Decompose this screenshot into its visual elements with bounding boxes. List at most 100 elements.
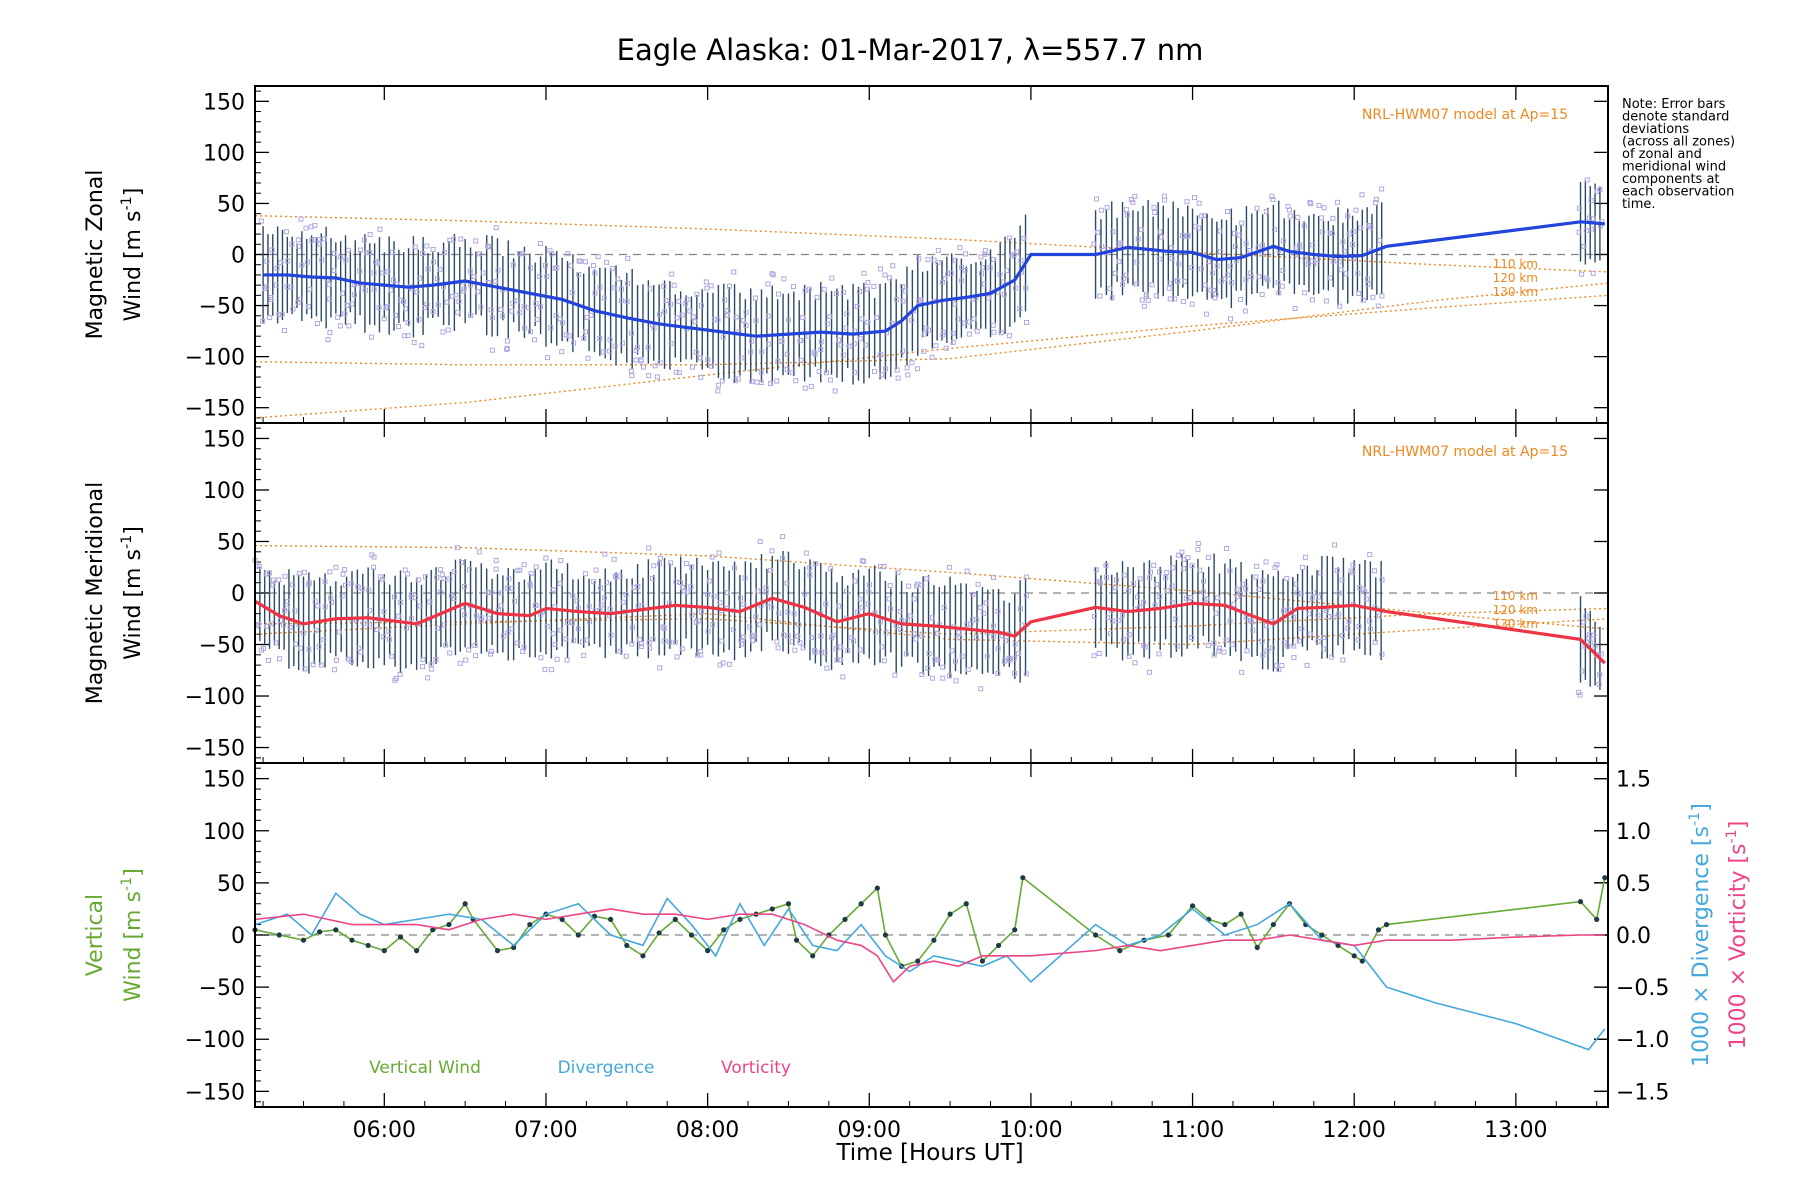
sample-point [581, 652, 587, 658]
sample-point [451, 596, 457, 602]
sample-point [1185, 555, 1191, 561]
sample-point [629, 641, 635, 647]
sample-point [998, 330, 1004, 336]
vertical-wind-point [810, 953, 816, 959]
sample-point [749, 632, 755, 638]
sample-point [1142, 644, 1148, 650]
sample-point [463, 657, 469, 663]
sample-point [824, 370, 830, 376]
sample-point [684, 589, 690, 595]
sample-point [679, 646, 685, 652]
sample-point [765, 341, 771, 347]
sample-point [380, 576, 386, 582]
sample-point [823, 601, 829, 607]
vertical-wind-point [1020, 875, 1026, 881]
sample-point [1320, 646, 1326, 652]
sample-point [1590, 216, 1596, 222]
sample-point [298, 216, 304, 222]
model-altitude-label: 120 km [1493, 603, 1538, 617]
sample-point [978, 604, 984, 610]
sample-point [964, 568, 970, 574]
sample-point [1134, 281, 1140, 287]
y-tick-label: −100 [185, 1028, 245, 1053]
note-line: (across all zones) [1622, 135, 1735, 150]
sample-point [434, 575, 440, 581]
sample-point [1583, 227, 1589, 233]
sample-point [1341, 248, 1347, 254]
sample-point [1293, 245, 1299, 251]
sample-point [1284, 575, 1290, 581]
sample-point [757, 622, 763, 628]
sample-point [909, 360, 915, 366]
sample-point [1311, 590, 1317, 596]
sample-point [947, 673, 953, 679]
sample-point [1195, 540, 1201, 546]
sample-point [1174, 278, 1180, 284]
sample-point [791, 611, 797, 617]
sample-point [785, 317, 791, 323]
sample-point [710, 622, 716, 628]
sample-point [966, 319, 972, 325]
sample-point [428, 662, 434, 668]
sample-point [983, 600, 989, 606]
sample-point [883, 630, 889, 636]
sample-point [792, 647, 798, 653]
sample-point [485, 590, 491, 596]
sample-point [279, 311, 285, 317]
vertical-wind-point [608, 916, 614, 922]
sample-point [715, 317, 721, 323]
sample-point [878, 266, 884, 272]
sample-point [1189, 301, 1195, 307]
sample-point [461, 286, 467, 292]
sample-point [1279, 662, 1285, 668]
sample-point [1343, 271, 1349, 277]
sample-point [471, 274, 477, 280]
sample-point [995, 608, 1001, 614]
sample-point [1156, 569, 1162, 575]
sample-point [1223, 637, 1229, 643]
sample-point [759, 349, 765, 355]
sample-point [1598, 651, 1604, 657]
vertical-wind-point [947, 911, 953, 917]
sample-point [473, 613, 479, 619]
sample-point [602, 551, 608, 557]
sample-point [1228, 316, 1234, 322]
sample-point [966, 331, 972, 337]
sample-point [857, 596, 863, 602]
sample-point [392, 312, 398, 318]
note-line: each observation [1622, 185, 1734, 200]
series-line [263, 220, 1605, 338]
sample-point [1590, 270, 1596, 276]
sample-point [486, 615, 492, 621]
sample-point [768, 380, 774, 386]
sample-point [1193, 223, 1199, 229]
sample-point [1263, 559, 1269, 565]
sample-point [305, 304, 311, 310]
sample-point [612, 285, 618, 291]
sample-point [1367, 626, 1373, 632]
sample-point [1211, 640, 1217, 646]
sample-point [774, 639, 780, 645]
sample-point [1120, 282, 1126, 288]
sample-point [684, 561, 690, 567]
sample-point [1287, 213, 1293, 219]
sample-point [827, 377, 833, 383]
sample-point [916, 256, 922, 262]
sample-point [959, 653, 965, 659]
x-tick-label: 06:00 [353, 1118, 416, 1143]
vertical-wind-point [769, 906, 775, 912]
sample-point [1365, 281, 1371, 287]
sample-point [1260, 578, 1266, 584]
sample-point [415, 577, 421, 583]
sample-point [302, 666, 308, 672]
sample-point [724, 312, 730, 318]
sample-point [1259, 638, 1265, 644]
y2-axis-label-divergence: 1000 × Divergence [s-1] [1687, 803, 1714, 1067]
sample-point [906, 583, 912, 589]
sample-point [677, 579, 683, 585]
series-line-vertical-wind [254, 876, 1606, 968]
sample-point [429, 666, 435, 672]
vertical-wind-point [381, 948, 387, 954]
sample-point [557, 581, 563, 587]
sample-point [679, 312, 685, 318]
